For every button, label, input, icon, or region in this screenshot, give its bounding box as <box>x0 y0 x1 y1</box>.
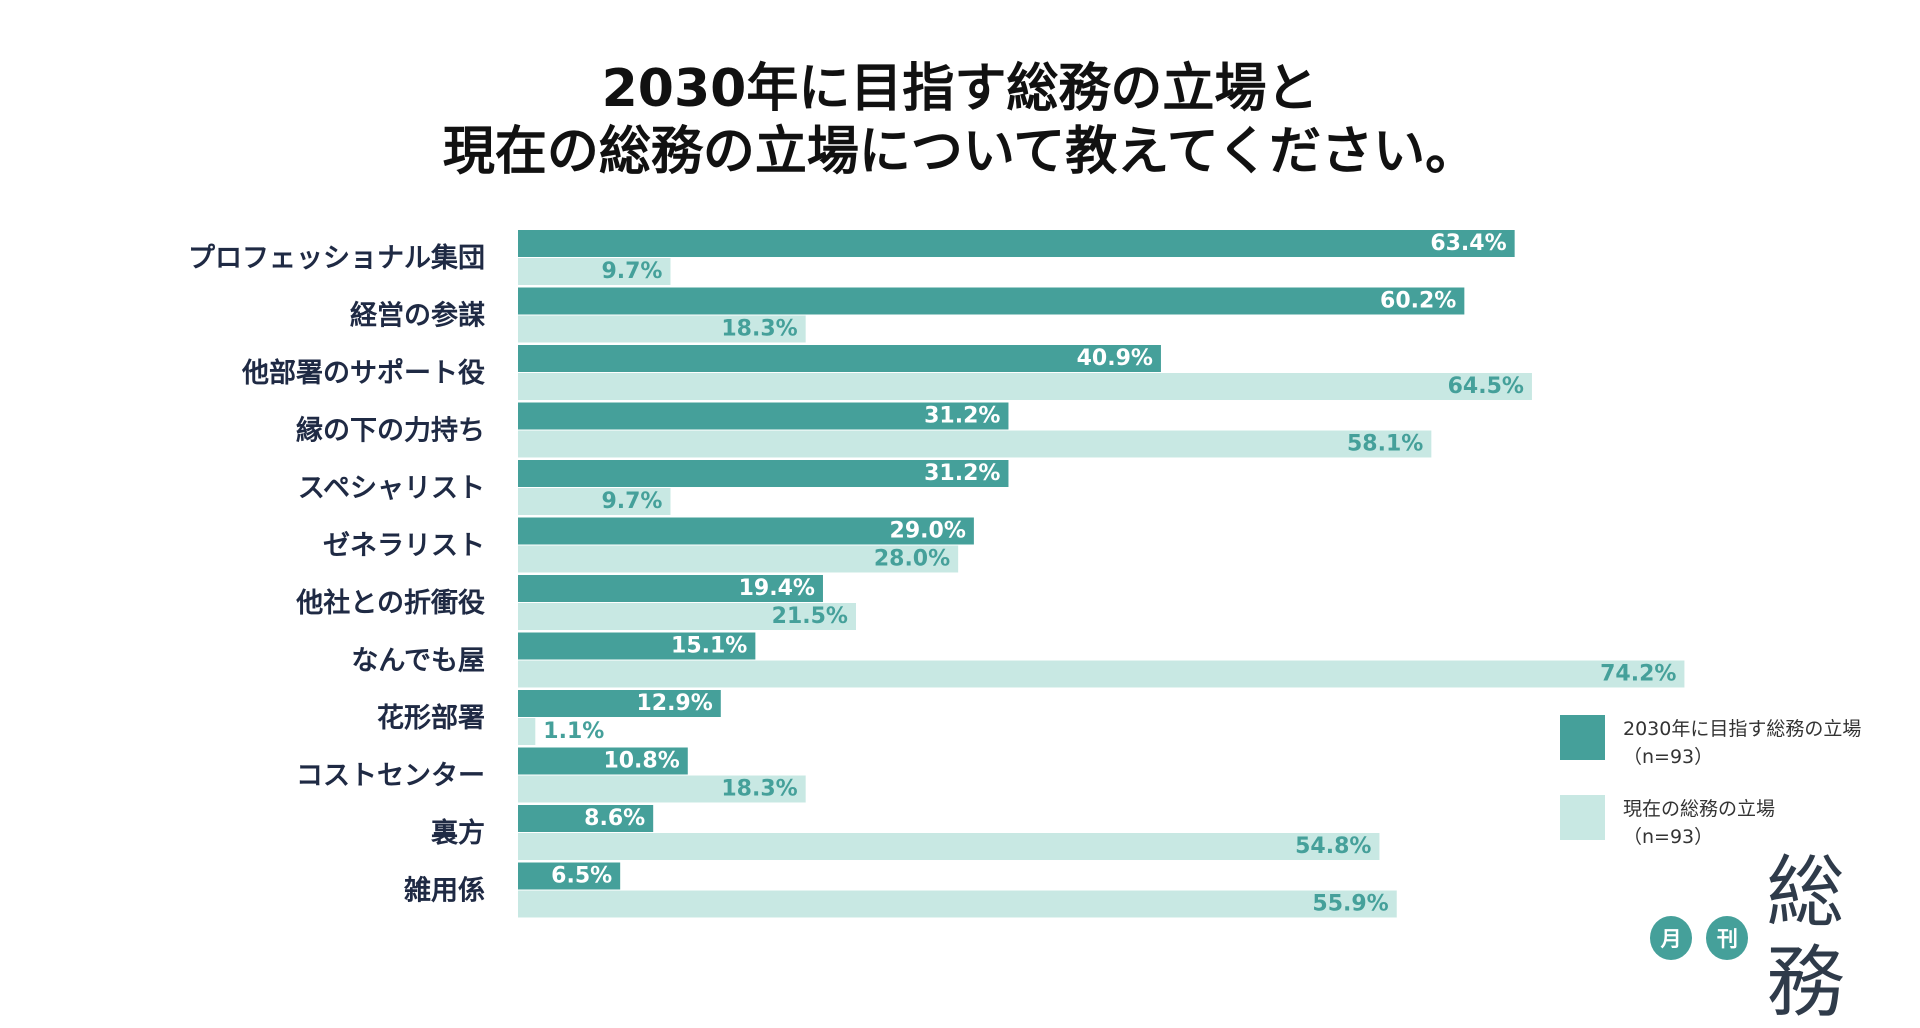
legend-n-2030: （n=93） <box>1623 746 1714 768</box>
legend-label-2030: 2030年に目指す総務の立場 <box>1623 718 1862 740</box>
data-label-2030: 31.2% <box>924 404 1000 429</box>
bar-current <box>518 890 1397 918</box>
data-label-2030: 10.8% <box>603 749 679 774</box>
data-label-current: 9.7% <box>601 489 662 514</box>
category-label: 他部署のサポート役 <box>241 357 485 389</box>
data-label-2030: 31.2% <box>924 461 1000 486</box>
data-label-2030: 12.9% <box>636 691 712 716</box>
legend-n-current: （n=93） <box>1623 826 1714 848</box>
bar-2030 <box>518 345 1161 372</box>
bar-current <box>518 258 671 285</box>
data-label-2030: 6.5% <box>551 864 612 889</box>
data-label-current: 18.3% <box>721 317 797 342</box>
data-label-2030: 60.2% <box>1380 289 1456 314</box>
bar-current <box>518 775 806 803</box>
data-label-current: 55.9% <box>1312 892 1388 917</box>
data-label-2030: 29.0% <box>890 519 966 544</box>
data-label-current: 18.3% <box>721 777 797 802</box>
category-label: 雑用係 <box>403 875 485 907</box>
bar-2030 <box>518 805 654 832</box>
bar-2030 <box>518 517 974 545</box>
data-label-2030: 63.4% <box>1430 231 1506 256</box>
data-label-current: 21.5% <box>772 604 848 629</box>
bar-2030 <box>518 230 1515 257</box>
legend-swatch-2030 <box>1560 715 1605 760</box>
bar-2030 <box>518 862 621 890</box>
chart-title-line-2: 現在の総務の立場について教えてください。 <box>442 122 1478 182</box>
bar-current <box>518 488 671 515</box>
category-label: なんでも屋 <box>351 646 485 677</box>
category-label: 他社との折衝役 <box>295 587 485 619</box>
bar-current <box>518 315 806 343</box>
category-label: コストセンター <box>296 761 485 792</box>
bar-2030 <box>518 575 823 602</box>
bar-current <box>518 373 1532 400</box>
legend-label-current: 現在の総務の立場 <box>1623 798 1776 820</box>
data-label-2030: 8.6% <box>584 806 645 831</box>
bar-2030 <box>518 747 688 775</box>
category-label: プロフェッショナル集団 <box>188 242 485 274</box>
bar-current <box>518 545 959 573</box>
bar-2030 <box>518 690 721 717</box>
category-label: 花形部署 <box>377 702 485 734</box>
brand-name: 総務 <box>1766 848 1847 1028</box>
data-label-current: 58.1% <box>1347 432 1423 457</box>
data-label-current: 74.2% <box>1600 662 1676 687</box>
bar-current <box>518 430 1432 458</box>
bar-2030 <box>518 402 1009 430</box>
category-label: 経営の参謀 <box>350 300 485 332</box>
data-label-current: 9.7% <box>601 259 662 284</box>
bar-2030 <box>518 460 1009 487</box>
category-label: ゼネラリスト <box>323 531 485 562</box>
category-label: スペシャリスト <box>298 473 485 504</box>
brand-badge-tsuki: 月 <box>1650 916 1693 960</box>
bar-current <box>518 833 1380 860</box>
category-label: 縁の下の力持ち <box>296 415 485 447</box>
brand-badge-kan: 刊 <box>1706 916 1749 960</box>
bar-2030 <box>518 632 756 660</box>
data-label-2030: 15.1% <box>671 634 747 659</box>
category-label: 裏方 <box>430 817 485 849</box>
legend: 2030年に目指す総務の立場 （n=93） 現在の総務の立場 （n=93） <box>1560 715 1910 875</box>
chart-title-line-1: 2030年に目指す総務の立場と <box>601 59 1319 119</box>
data-label-2030: 40.9% <box>1077 346 1153 371</box>
data-label-current: 64.5% <box>1448 374 1524 399</box>
bar-current <box>518 718 536 745</box>
legend-item-2030: 2030年に目指す総務の立場 （n=93） <box>1560 715 1910 787</box>
bar-current <box>518 603 856 630</box>
data-label-current: 1.1% <box>543 719 604 744</box>
bar-2030 <box>518 287 1465 315</box>
chart-canvas: 2030年に目指す総務の立場と 現在の総務の立場について教えてください。 プロフ… <box>0 58 1920 1028</box>
bar-chart: プロフェッショナル集団 63.4% 9.7% 経営の参謀 60.2% 18.3% 他部署のサ… <box>188 230 1685 918</box>
chart-title: 2030年に目指す総務の立場と 現在の総務の立場について教えてください。 <box>0 58 1920 184</box>
data-label-current: 28.0% <box>874 547 950 572</box>
data-label-2030: 19.4% <box>739 576 815 601</box>
legend-item-current: 現在の総務の立場 （n=93） <box>1560 795 1910 867</box>
brand-logo: 月 刊 総務 <box>1650 848 1920 1028</box>
bar-current <box>518 660 1685 688</box>
data-label-current: 54.8% <box>1295 834 1371 859</box>
legend-swatch-current <box>1560 795 1605 840</box>
